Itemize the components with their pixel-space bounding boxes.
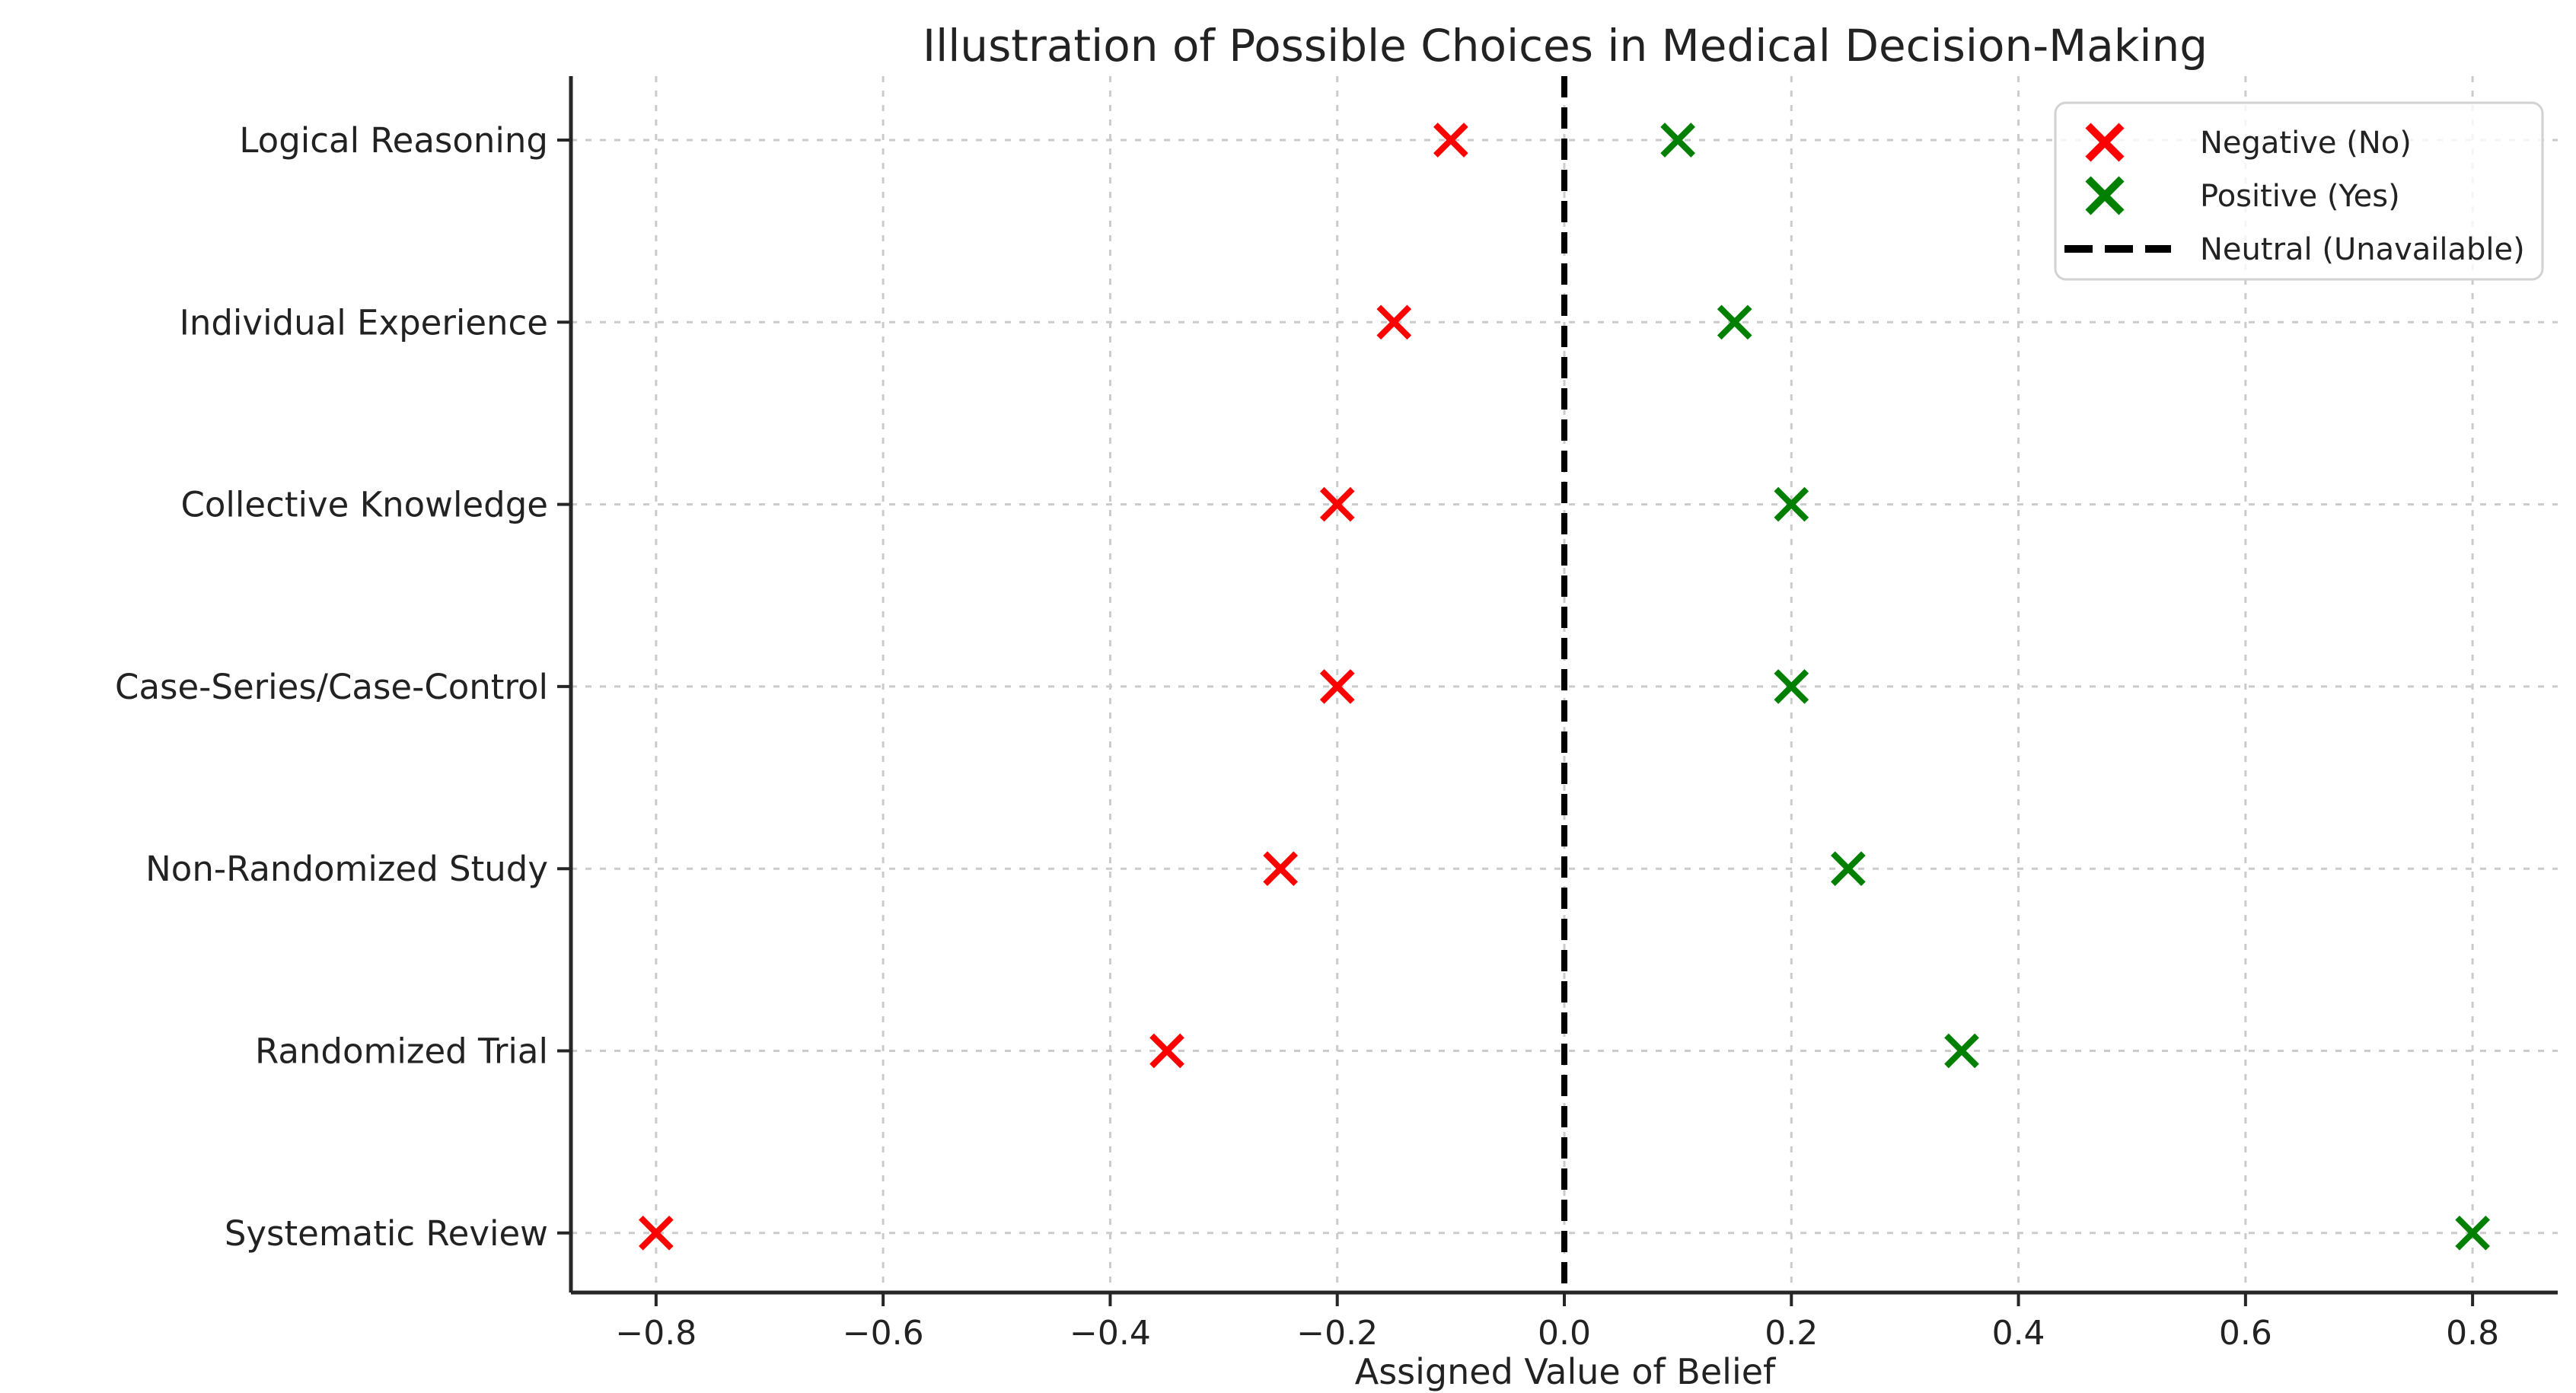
y-category-label-randomized-trial: Randomized Trial (255, 1031, 548, 1072)
legend-negative-label: Negative (No) (2200, 126, 2412, 161)
legend-box (2054, 101, 2544, 281)
y-category-label-logical-reasoning: Logical Reasoning (239, 120, 548, 161)
marker-positive-yes-individual-experience (1717, 304, 1752, 340)
x-tick-label-0.2: 0.2 (1765, 1314, 1818, 1353)
x-tick-label-0.0: 0.0 (1538, 1314, 1591, 1353)
legend-neutral-label: Neutral (Unavailable) (2200, 232, 2525, 267)
marker-positive-yes-systematic-review (2455, 1215, 2490, 1251)
axis-labels-layer: −0.8 −0.6 −0.4 −0.2 0.0 0.2 0.4 0.6 0.8 Logical R… (115, 120, 2499, 1353)
marker-positive-yes-randomized-trial (1944, 1033, 1979, 1069)
marker-negative-no-logical-reasoning (1433, 123, 1468, 158)
y-category-label-systematic-review: Systematic Review (225, 1213, 548, 1254)
x-tick-label-−0.6: −0.6 (843, 1314, 924, 1353)
marker-positive-yes-non-randomized-study (1831, 851, 1866, 887)
y-category-label-non-randomized-study: Non-Randomized Study (145, 849, 548, 889)
legend: Negative (No) Positive (Yes) Neutral (Un… (2054, 101, 2544, 281)
legend-negative-x-icon (2085, 123, 2125, 162)
marker-negative-no-individual-experience (1376, 304, 1412, 340)
x-tick-label-0.4: 0.4 (1992, 1314, 2045, 1353)
x-tick-label-0.6: 0.6 (2219, 1314, 2272, 1353)
marker-positive-yes-collective-knowledge (1774, 486, 1809, 522)
x-tick-label-−0.8: −0.8 (615, 1314, 697, 1353)
marker-negative-no-non-randomized-study (1263, 851, 1298, 887)
markers-layer (639, 123, 2490, 1251)
legend-positive-label: Positive (Yes) (2200, 179, 2400, 214)
marker-negative-no-randomized-trial (1149, 1033, 1184, 1069)
marker-negative-no-systematic-review (639, 1215, 674, 1251)
plot-area: −0.8 −0.6 −0.4 −0.2 0.0 0.2 0.4 0.6 0.8 Logical R… (115, 76, 2558, 1353)
x-tick-label-−0.4: −0.4 (1070, 1314, 1151, 1353)
y-category-label-individual-experience: Individual Experience (180, 302, 548, 343)
marker-negative-no-case-series-case-control (1319, 669, 1355, 704)
x-tick-label-0.8: 0.8 (2446, 1314, 2499, 1353)
marker-negative-no-collective-knowledge (1319, 486, 1355, 522)
legend-positive-x-icon (2085, 176, 2125, 215)
chart-title: Illustration of Possible Choices in Medi… (923, 20, 2208, 72)
y-category-label-collective-knowledge: Collective Knowledge (180, 485, 548, 525)
y-category-label-case-series-case-control: Case-Series/Case-Control (115, 667, 548, 707)
x-tick-label-−0.2: −0.2 (1296, 1314, 1378, 1353)
x-axis-label: Assigned Value of Belief (1355, 1351, 1777, 1392)
marker-positive-yes-logical-reasoning (1660, 123, 1695, 158)
marker-positive-yes-case-series-case-control (1774, 669, 1809, 704)
axes-layer (557, 76, 2558, 1306)
